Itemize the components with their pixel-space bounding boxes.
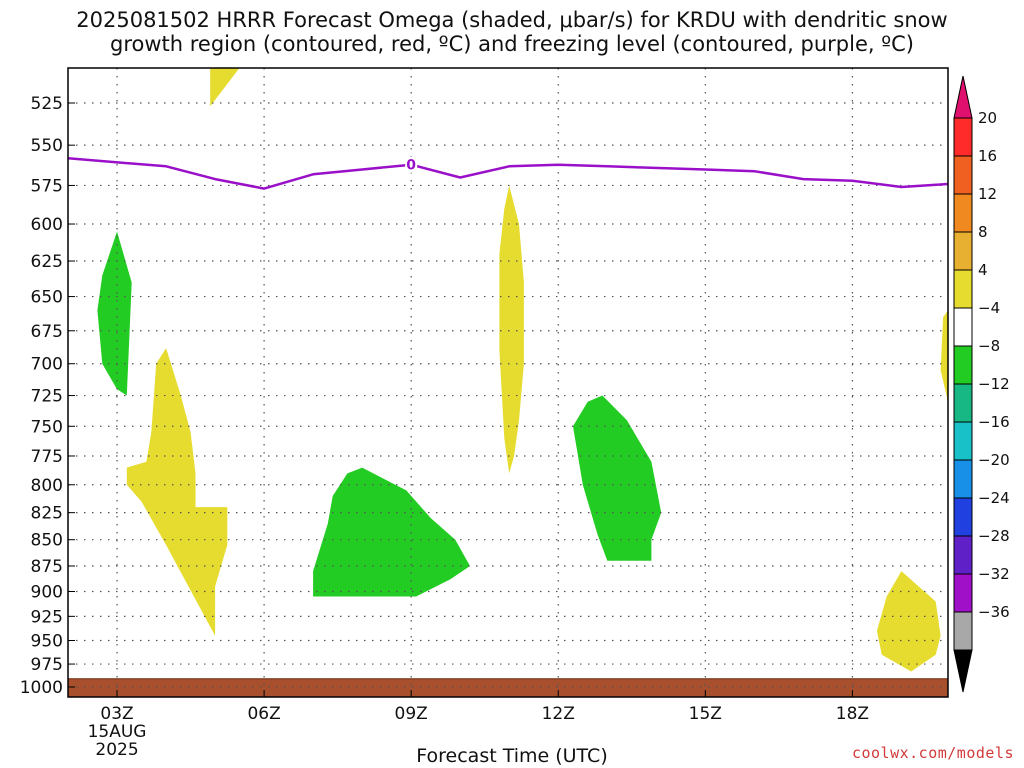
x-tick-label-03Z: 03Z bbox=[100, 704, 133, 724]
chart-title-line2: growth region (contoured, red, ºC) and f… bbox=[110, 32, 914, 56]
chart-title-line1: 2025081502 HRRR Forecast Omega (shaded, … bbox=[76, 8, 948, 32]
x-tick-label-09Z: 09Z bbox=[395, 704, 428, 724]
colorbar-segment-1 bbox=[953, 117, 973, 157]
omega-region-2 bbox=[97, 231, 132, 396]
y-tick-label-600: 600 bbox=[31, 215, 63, 235]
colorbar-segment-10 bbox=[953, 459, 973, 499]
colorbar-segment-14 bbox=[953, 611, 973, 651]
plot-frame bbox=[67, 67, 949, 698]
omega-region-1 bbox=[210, 68, 240, 107]
y-tick-label-975: 975 bbox=[31, 655, 63, 675]
colorbar-top-arrow bbox=[953, 75, 973, 119]
colorbar-bottom-arrow bbox=[953, 649, 973, 693]
colorbar-label-11: −24 bbox=[978, 489, 1010, 507]
chart-title: 2025081502 HRRR Forecast Omega (shaded, … bbox=[0, 8, 1024, 56]
freezing-level-label-bg bbox=[405, 156, 418, 173]
colorbar-label-3: 12 bbox=[978, 185, 997, 203]
colorbar-label-4: 8 bbox=[978, 223, 988, 241]
y-tick-label-750: 750 bbox=[31, 417, 63, 437]
y-tick-label-1000: 1000 bbox=[20, 678, 63, 698]
x-tick-label-12Z: 12Z bbox=[542, 704, 575, 724]
colorbar-label-10: −20 bbox=[978, 451, 1010, 469]
colorbar-segment-11 bbox=[953, 497, 973, 537]
colorbar-label-14: −36 bbox=[978, 603, 1010, 621]
colorbar-segment-13 bbox=[953, 573, 973, 613]
colorbar-label-12: −28 bbox=[978, 527, 1010, 545]
colorbar-segment-6 bbox=[953, 307, 973, 347]
plot-area: 0 bbox=[68, 68, 948, 697]
y-tick-label-775: 775 bbox=[31, 447, 63, 467]
x-tick-label-15Z: 15Z bbox=[689, 704, 722, 724]
watermark: coolwx.com/models bbox=[851, 744, 1014, 762]
colorbar-label-2: 16 bbox=[978, 147, 997, 165]
x-tick-date: 15AUG bbox=[88, 722, 147, 742]
x-tick-label-18Z: 18Z bbox=[836, 704, 869, 724]
omega-region-7 bbox=[940, 310, 948, 402]
x-tick-label-06Z: 06Z bbox=[247, 704, 280, 724]
omega-region-5 bbox=[499, 185, 524, 474]
colorbar-label-6: −4 bbox=[978, 299, 1000, 317]
colorbar: 20 16 12 8 4 −4 −8 −12 −16 −20 −24 −28 −32 −36 bbox=[953, 75, 1010, 693]
colorbar-label-1: 20 bbox=[978, 109, 997, 127]
colorbar-segment-9 bbox=[953, 421, 973, 461]
colorbar-label-8: −12 bbox=[978, 375, 1010, 393]
y-tick-label-675: 675 bbox=[31, 322, 63, 342]
omega-region-4 bbox=[313, 467, 470, 597]
colorbar-segment-3 bbox=[953, 193, 973, 233]
y-tick-label-875: 875 bbox=[31, 557, 63, 577]
colorbar-label-7: −8 bbox=[978, 337, 1000, 355]
x-axis-label: Forecast Time (UTC) bbox=[416, 745, 608, 767]
y-tick-label-925: 925 bbox=[31, 607, 63, 627]
y-tick-label-550: 550 bbox=[31, 136, 63, 156]
colorbar-label-5: 4 bbox=[978, 261, 988, 279]
colorbar-segment-8 bbox=[953, 383, 973, 423]
y-tick-label-850: 850 bbox=[31, 531, 63, 551]
omega-region-3 bbox=[126, 348, 228, 636]
y-tick-label-650: 650 bbox=[31, 288, 63, 308]
colorbar-segment-7 bbox=[953, 345, 973, 385]
y-tick-label-900: 900 bbox=[31, 583, 63, 603]
y-tick-label-800: 800 bbox=[31, 476, 63, 496]
colorbar-segment-12 bbox=[953, 535, 973, 575]
colorbar-segment-2 bbox=[953, 155, 973, 195]
freezing-level-label: 0 bbox=[406, 158, 416, 174]
y-tick-label-825: 825 bbox=[31, 504, 63, 524]
y-tick-label-525: 525 bbox=[31, 94, 63, 114]
omega-region-6 bbox=[573, 395, 662, 561]
colorbar-label-9: −16 bbox=[978, 413, 1010, 431]
y-tick-label-725: 725 bbox=[31, 387, 63, 407]
y-tick-label-575: 575 bbox=[31, 176, 63, 196]
colorbar-segment-5 bbox=[953, 269, 973, 309]
y-tick-label-700: 700 bbox=[31, 355, 63, 375]
omega-region-8 bbox=[876, 571, 941, 672]
x-tick-year: 2025 bbox=[95, 740, 138, 760]
ground-strip bbox=[68, 678, 948, 697]
colorbar-label-13: −32 bbox=[978, 565, 1010, 583]
y-tick-label-625: 625 bbox=[31, 252, 63, 272]
freezing-level-line bbox=[68, 157, 948, 190]
colorbar-segment-4 bbox=[953, 231, 973, 271]
y-tick-label-950: 950 bbox=[31, 632, 63, 652]
